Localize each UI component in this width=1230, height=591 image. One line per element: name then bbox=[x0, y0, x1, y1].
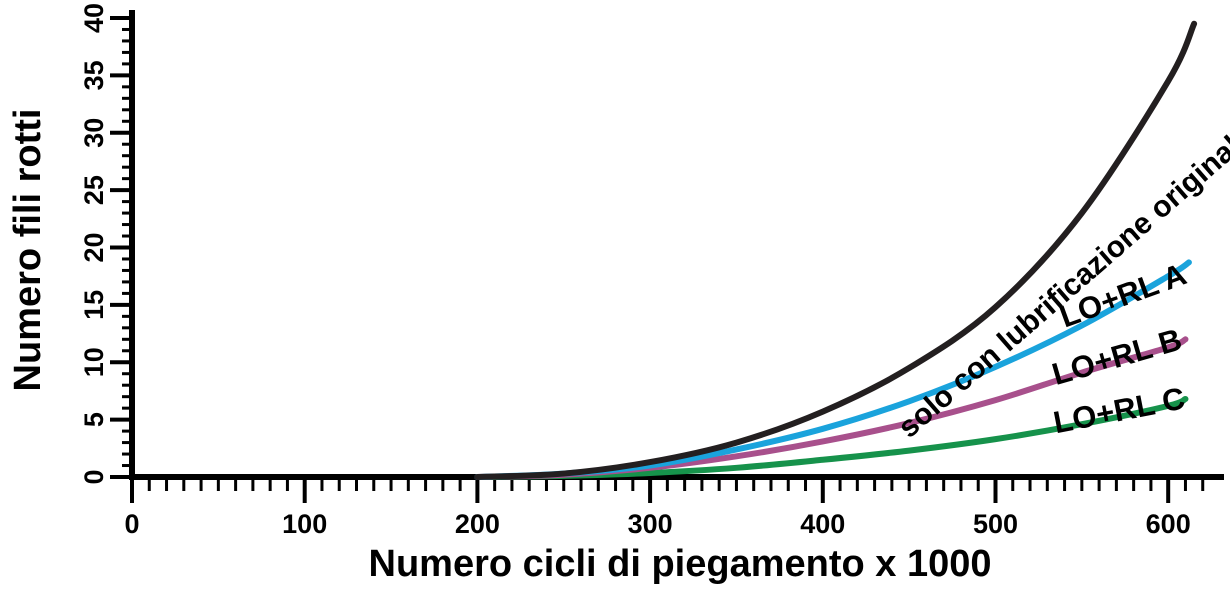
y-tick-label: 25 bbox=[79, 175, 109, 205]
y-tick-label: 15 bbox=[79, 290, 109, 320]
y-axis-title: Numero fili rotti bbox=[7, 109, 49, 392]
x-tick-label: 100 bbox=[282, 509, 327, 539]
label-lo-rl-c: LO+RL C bbox=[1051, 381, 1188, 441]
y-tick-label: 0 bbox=[79, 469, 109, 484]
ticks: 0 100 200 300 400 500 600 0 5 10 15 20 25 30 35 40 bbox=[79, 3, 1205, 539]
y-tick-label: 30 bbox=[79, 118, 109, 148]
series-group bbox=[474, 20, 1198, 480]
x-tick-label: 500 bbox=[973, 509, 1018, 539]
y-tick-label: 5 bbox=[79, 412, 109, 427]
x-tick-label: 400 bbox=[800, 509, 845, 539]
x-axis-title: Numero cicli di piegamento x 1000 bbox=[369, 543, 992, 585]
y-tick-label: 20 bbox=[79, 232, 109, 262]
x-tick-label: 600 bbox=[1146, 509, 1191, 539]
x-tick-label: 0 bbox=[124, 509, 139, 539]
y-tick-label: 40 bbox=[79, 3, 109, 33]
x-tick-label: 200 bbox=[455, 509, 500, 539]
y-tick-label: 35 bbox=[79, 60, 109, 90]
series-lo-line bbox=[474, 20, 1198, 480]
x-tick-label: 300 bbox=[628, 509, 673, 539]
labels-group: solo con lubrificazione originale (LO)LO… bbox=[892, 73, 1230, 445]
y-tick-label: 10 bbox=[79, 347, 109, 377]
